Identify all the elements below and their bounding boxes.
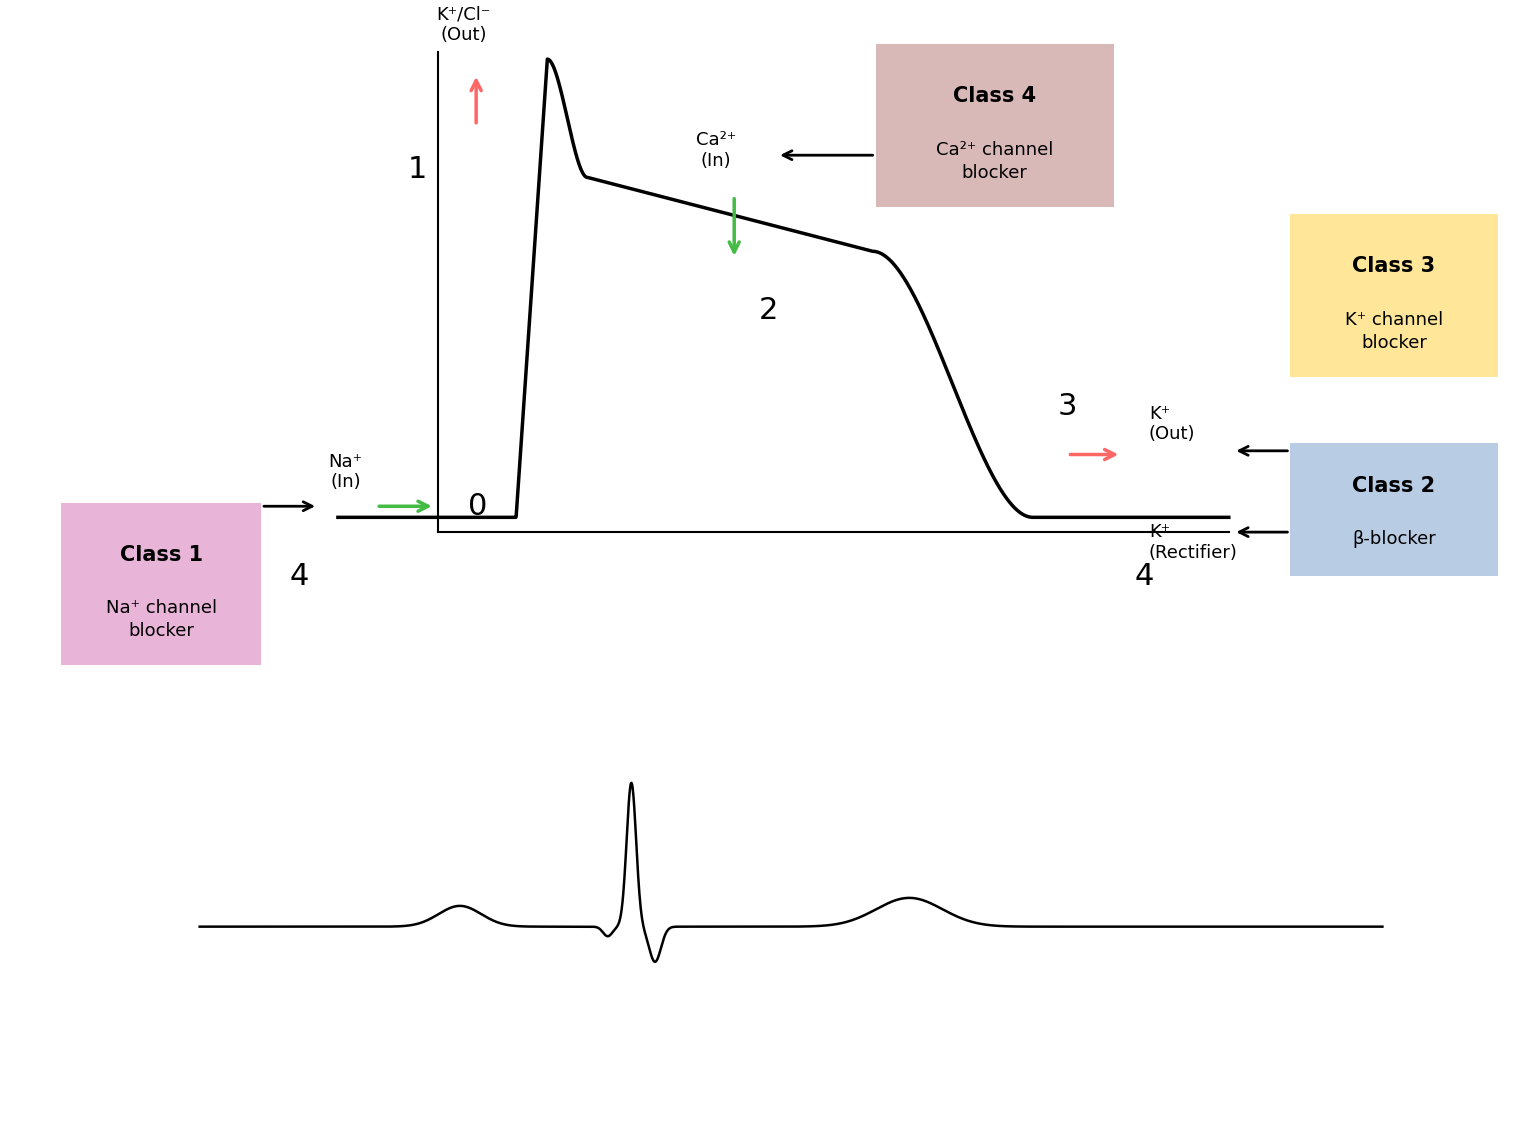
Text: Na⁺ channel
blocker: Na⁺ channel blocker — [106, 599, 217, 640]
Text: Na⁺
(In): Na⁺ (In) — [329, 453, 362, 491]
Text: 4: 4 — [1135, 562, 1154, 591]
Text: Ca²⁺
(In): Ca²⁺ (In) — [696, 131, 736, 171]
Text: β-blocker: β-blocker — [1352, 530, 1436, 548]
Text: K⁺
(Out): K⁺ (Out) — [1149, 405, 1195, 443]
FancyBboxPatch shape — [61, 503, 261, 665]
Text: 0: 0 — [468, 491, 488, 521]
Text: 3: 3 — [1058, 392, 1077, 421]
Text: 1: 1 — [407, 156, 427, 184]
Text: K⁺/Cl⁻
(Out): K⁺/Cl⁻ (Out) — [436, 6, 492, 44]
Text: Class 1: Class 1 — [120, 545, 203, 565]
Text: Ca²⁺ channel
blocker: Ca²⁺ channel blocker — [935, 141, 1054, 182]
Text: K⁺
(Rectifier): K⁺ (Rectifier) — [1149, 523, 1238, 562]
FancyBboxPatch shape — [1290, 443, 1498, 576]
Text: K⁺ channel
blocker: K⁺ channel blocker — [1346, 310, 1442, 352]
Text: Class 3: Class 3 — [1352, 256, 1436, 276]
Text: Class 4: Class 4 — [952, 86, 1037, 107]
FancyBboxPatch shape — [876, 44, 1114, 207]
Text: 4: 4 — [290, 562, 309, 591]
Text: Class 2: Class 2 — [1352, 476, 1436, 496]
Text: 2: 2 — [759, 296, 777, 325]
FancyBboxPatch shape — [1290, 215, 1498, 377]
